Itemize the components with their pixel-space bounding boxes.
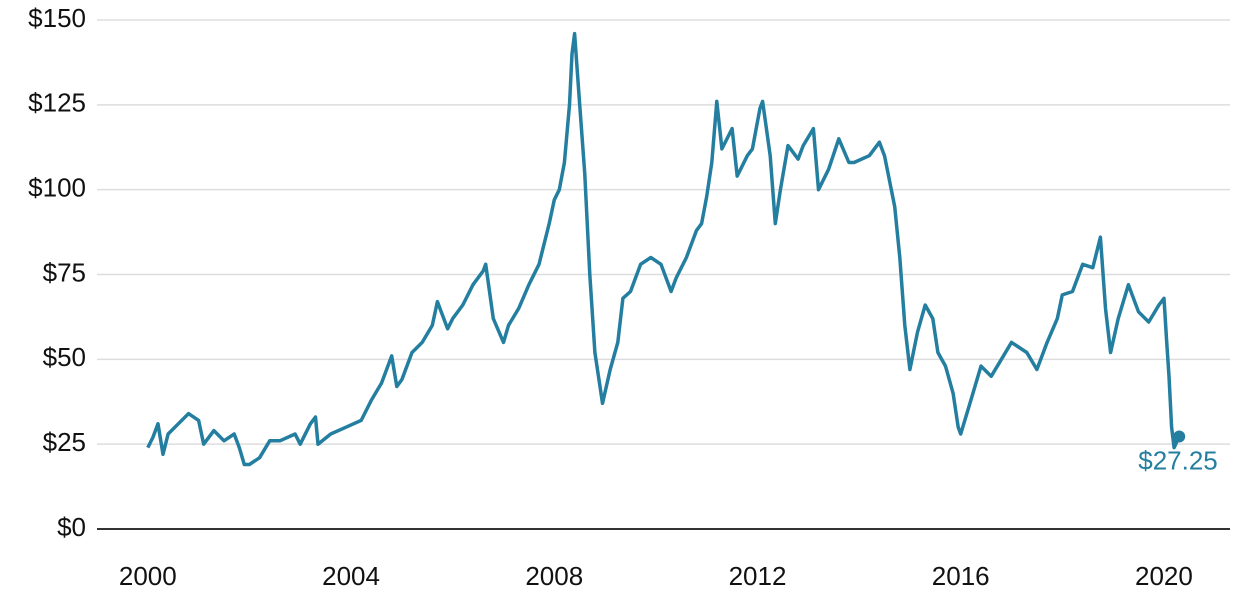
y-tick-label: $125 [28,88,86,118]
x-tick-label: 2004 [322,561,380,591]
y-tick-label: $75 [43,257,86,287]
end-point [1173,430,1186,443]
price-line [146,31,1181,467]
x-tick-label: 2008 [525,561,583,591]
y-tick-label: $150 [28,3,86,33]
y-tick-label: $25 [43,427,86,457]
end-label: $27.25 [1138,445,1218,475]
y-tick-label: $0 [57,512,86,542]
x-tick-label: 2020 [1135,561,1193,591]
x-tick-label: 2012 [729,561,787,591]
y-tick-label: $100 [28,173,86,203]
x-tick-label: 2016 [932,561,990,591]
y-tick-label: $50 [43,342,86,372]
x-tick-label: 2000 [119,561,177,591]
